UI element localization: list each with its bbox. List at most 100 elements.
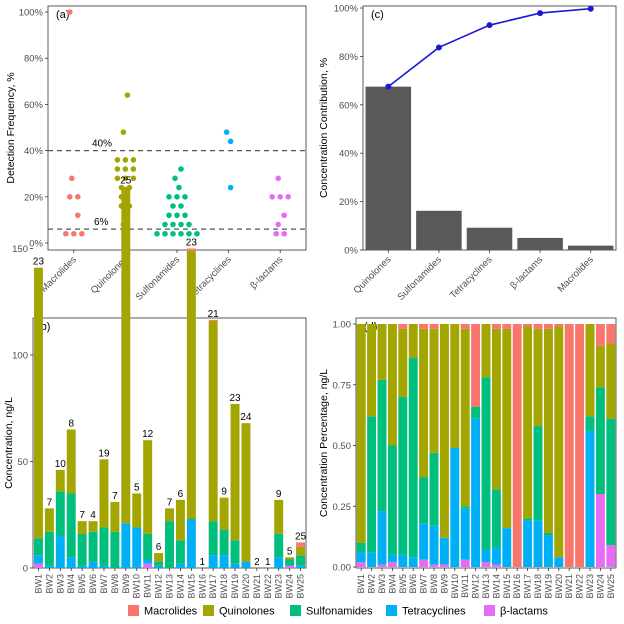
panel-b-ytick-label: 0 xyxy=(23,564,28,575)
panel-d-bar-segment xyxy=(408,557,418,567)
panel-b-xtick-label: BW23 xyxy=(274,574,284,599)
panel-b-xtick-label: BW19 xyxy=(230,574,240,599)
panel-a-ytick-label: 40% xyxy=(24,146,44,157)
panel-a-point xyxy=(67,194,73,200)
panel-b-bar-segment xyxy=(285,559,295,566)
panel-b-bar-segment xyxy=(165,521,174,568)
panel-b-ylabel: Concentration, ng/L xyxy=(3,397,15,489)
panel-b-ytick-label: 100 xyxy=(12,351,28,362)
panel-b-bar-segment xyxy=(99,459,109,528)
panel-d-xtick-label: BW24 xyxy=(595,574,605,599)
panel-b-xtick-label: BW21 xyxy=(252,574,262,599)
panel-c-bar xyxy=(517,237,563,250)
panel-d-xtick-label: BW4 xyxy=(387,574,397,594)
panel-b-bar-segment xyxy=(219,555,229,568)
panel-d-ytick-label: 0.75 xyxy=(333,380,352,391)
panel-a-point xyxy=(178,203,184,209)
panel-c-cumulative-point xyxy=(486,22,493,29)
panel-b-bar-segment xyxy=(132,527,142,568)
panel-c-ytick-label: 80% xyxy=(339,52,359,63)
panel-b-bar-segment xyxy=(33,538,43,556)
panel-b-bar-segment xyxy=(175,563,185,568)
panel-c-xtick-label: Tetracyclines xyxy=(448,254,495,301)
legend-label: Tetracyclines xyxy=(402,606,466,618)
panel-d-bar-segment xyxy=(398,554,408,567)
panel-b-xtick-label: BW13 xyxy=(165,574,175,599)
panel-a-point xyxy=(269,194,276,200)
panel-d-xtick-label: BW25 xyxy=(606,574,616,599)
panel-b-xtick-label: BW11 xyxy=(143,574,153,598)
panel-b-xtick-label: BW18 xyxy=(219,574,229,599)
legend-label: Quinolones xyxy=(219,606,275,618)
panel-d-bar-segment xyxy=(554,326,564,558)
panel-c-ylabel: Concentration Contribution, % xyxy=(318,58,330,198)
legend-swatch xyxy=(203,605,214,616)
panel-d-bar-segment xyxy=(564,324,574,567)
panel-d-bar-segment xyxy=(419,324,429,329)
panel-d-bar-segment xyxy=(356,542,366,553)
panel-b-bar-segment xyxy=(66,557,76,568)
panel-a-ytick-label: 20% xyxy=(24,192,44,203)
panel-b-bar-label: 24 xyxy=(240,412,252,423)
panel-d-bar-segment xyxy=(429,525,439,565)
panel-b-bar-label: 4 xyxy=(90,510,96,521)
panel-b-bar-segment xyxy=(143,533,153,560)
panel-a-point xyxy=(162,230,168,237)
panel-d-bar-segment xyxy=(481,377,491,550)
panel-a-point xyxy=(162,221,168,228)
panel-b-bar-label: 7 xyxy=(79,510,85,521)
panel-d-bar-segment xyxy=(595,387,605,495)
panel-b-bar-segment xyxy=(33,267,43,539)
panel-a-ytick-label: 80% xyxy=(24,54,44,65)
panel-a-point xyxy=(281,230,288,237)
panel-d-xtick-label: BW23 xyxy=(585,574,595,599)
panel-d-xtick-label: BW17 xyxy=(523,574,533,599)
panel-b-bar-segment xyxy=(88,531,98,562)
panel-d-bar-segment xyxy=(523,326,533,519)
panel-d-xtick-label: BW7 xyxy=(419,574,429,594)
panel-b-bar-label: 21 xyxy=(208,309,220,320)
panel-b-bar-segment xyxy=(274,533,284,558)
panel-d-bar-segment xyxy=(356,562,366,567)
panel-d-bar-segment xyxy=(377,511,387,565)
panel-d-xtick-label: BW5 xyxy=(398,574,408,594)
panel-c-bar xyxy=(567,245,614,250)
panel-b-xtick-label: BW5 xyxy=(77,574,87,594)
panel-d-bar-segment xyxy=(429,328,439,453)
panel-b-bar-segment xyxy=(186,250,196,520)
panel-b-xtick-label: BW10 xyxy=(132,574,142,599)
panel-d-xtick-label: BW8 xyxy=(429,574,439,594)
panel-d-bar-segment xyxy=(543,535,553,567)
panel-a-ytick-label: 100% xyxy=(19,8,44,19)
legend-swatch xyxy=(290,605,301,616)
panel-d-bar-segment xyxy=(523,324,533,327)
panel-c-concentration-contribution: 0% 20% 40% 60% 80% 100% Concentration Contribu… xyxy=(318,4,617,303)
panel-d-bar-segment xyxy=(471,406,481,419)
panel-d-ytick-label: 0.25 xyxy=(333,502,352,513)
panel-d-bar-segment xyxy=(471,418,481,567)
panel-b-xtick-label: BW25 xyxy=(296,574,306,599)
panel-b-bar-segment xyxy=(99,527,109,566)
legend-label: β-lactams xyxy=(500,606,548,618)
panel-b-bar-segment xyxy=(44,531,54,566)
panel-d-bar-segment xyxy=(356,324,366,543)
panel-b-bar-segment xyxy=(55,536,65,568)
panel-b-bar-label: 5 xyxy=(287,546,293,557)
panel-d-bar-segment xyxy=(460,508,470,560)
panel-a-point xyxy=(176,184,182,191)
panel-b-bar-label: 9 xyxy=(221,487,227,498)
panel-b-bar-segment xyxy=(230,563,240,568)
legend-swatch xyxy=(386,605,397,616)
panel-d-bar-segment xyxy=(460,324,470,329)
panel-b-bar-label: 7 xyxy=(112,491,118,502)
panel-d-bar-segment xyxy=(419,328,429,478)
panel-d-xtick-label: BW19 xyxy=(543,574,553,599)
panel-a-point xyxy=(194,230,200,237)
panel-b-xtick-label: BW6 xyxy=(88,574,98,594)
panel-b-xtick-label: BW9 xyxy=(121,574,131,594)
panel-c-xtick-label: Quinolones xyxy=(352,254,394,296)
panel-b-bar-segment xyxy=(154,565,164,568)
panel-b-bar-segment xyxy=(208,319,218,321)
panel-a-point xyxy=(170,230,176,237)
panel-b-bar-segment xyxy=(175,499,185,541)
